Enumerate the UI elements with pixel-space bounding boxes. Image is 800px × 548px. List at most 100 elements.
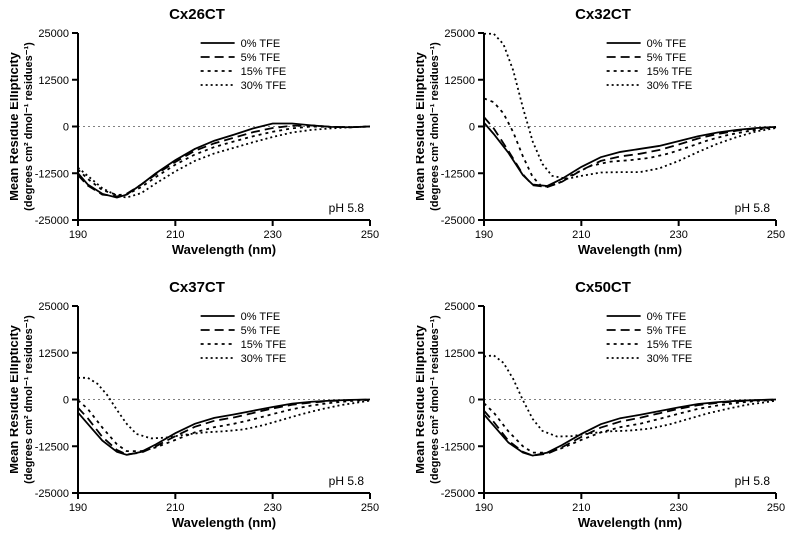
legend-label: 0% TFE <box>241 38 281 50</box>
legend-label: 0% TFE <box>647 311 687 323</box>
x-tick-label: 250 <box>767 229 785 241</box>
x-tick-label: 210 <box>572 229 590 241</box>
chart-panel: Cx32CT -25000 -12500 0 12500 25000 190 210 230 25… <box>416 6 790 265</box>
x-tick-label: 190 <box>475 229 493 241</box>
legend-label: 15% TFE <box>241 66 287 78</box>
y-tick-label: 12500 <box>444 75 475 87</box>
y-tick-label: -12500 <box>35 441 69 453</box>
y-tick-label: 12500 <box>38 75 69 87</box>
legend-label: 5% TFE <box>647 52 687 64</box>
ph-annotation: pH 5.8 <box>329 201 365 215</box>
series-line <box>484 355 776 436</box>
y-tick-label: -12500 <box>441 168 475 180</box>
series-line <box>78 378 370 439</box>
svg-text:Mean Residue Ellipticity: Mean Residue Ellipticity <box>416 324 427 474</box>
svg-text:Mean Residue Ellipticity: Mean Residue Ellipticity <box>416 51 427 201</box>
x-tick-label: 230 <box>263 229 281 241</box>
y-tick-label: 12500 <box>444 348 475 360</box>
legend-label: 30% TFE <box>647 353 693 365</box>
legend-label: 0% TFE <box>647 38 687 50</box>
x-axis-label: Wavelength (nm) <box>172 515 276 530</box>
y-tick-label: 25000 <box>38 28 69 40</box>
series-line <box>484 400 776 456</box>
x-axis-label: Wavelength (nm) <box>578 515 682 530</box>
x-tick-label: 210 <box>166 229 184 241</box>
x-tick-label: 190 <box>475 502 493 514</box>
x-tick-label: 230 <box>669 502 687 514</box>
series-line <box>78 400 370 451</box>
legend: 0% TFE 5% TFE 15% TFE 30% TFE <box>607 311 693 365</box>
chart-svg: -25000 -12500 0 12500 25000 190 210 230 250 Wavel… <box>416 300 786 535</box>
chart-svg: -25000 -12500 0 12500 25000 190 210 230 250 Wavel… <box>10 300 380 535</box>
legend-label: 15% TFE <box>647 339 693 351</box>
y-tick-label: 0 <box>63 122 69 134</box>
series-line <box>78 124 370 198</box>
y-tick-label: 0 <box>469 395 475 407</box>
x-tick-label: 250 <box>361 229 379 241</box>
x-tick-label: 250 <box>767 502 785 514</box>
series-line <box>484 400 776 456</box>
y-axis-label: Mean Residue Ellipticity(degrees cm² dmo… <box>416 315 441 484</box>
svg-text:Mean Residue Ellipticity: Mean Residue Ellipticity <box>10 51 21 201</box>
x-tick-label: 210 <box>166 502 184 514</box>
series-line <box>78 400 370 455</box>
legend-label: 15% TFE <box>647 66 693 78</box>
svg-text:(degrees cm² dmol⁻¹ residues⁻¹: (degrees cm² dmol⁻¹ residues⁻¹) <box>23 42 35 211</box>
y-tick-label: 25000 <box>444 28 475 40</box>
legend: 0% TFE 5% TFE 15% TFE 30% TFE <box>201 38 287 92</box>
legend-label: 5% TFE <box>647 325 687 337</box>
series-line <box>484 400 776 453</box>
x-axis-label: Wavelength (nm) <box>172 242 276 257</box>
chart-panel: Cx37CT -25000 -12500 0 12500 25000 190 210 230 25… <box>10 279 384 538</box>
legend-label: 30% TFE <box>647 80 693 92</box>
x-tick-label: 190 <box>69 229 87 241</box>
panel-title: Cx50CT <box>416 279 790 296</box>
panel-title: Cx32CT <box>416 6 790 23</box>
y-tick-label: 12500 <box>38 348 69 360</box>
y-tick-label: -12500 <box>35 168 69 180</box>
y-tick-label: -25000 <box>441 488 475 500</box>
legend: 0% TFE 5% TFE 15% TFE 30% TFE <box>607 38 693 92</box>
legend: 0% TFE 5% TFE 15% TFE 30% TFE <box>201 311 287 365</box>
chart-panel: Cx26CT -25000 -12500 0 12500 25000 190 210 230 25… <box>10 6 384 265</box>
y-tick-label: 0 <box>63 395 69 407</box>
legend-label: 0% TFE <box>241 311 281 323</box>
y-tick-label: 0 <box>469 122 475 134</box>
x-tick-label: 210 <box>572 502 590 514</box>
y-tick-label: 25000 <box>38 301 69 313</box>
panel-title: Cx26CT <box>10 6 384 23</box>
x-tick-label: 250 <box>361 502 379 514</box>
y-axis-label: Mean Residue Ellipticity(degrees cm² dmo… <box>10 42 35 211</box>
y-axis-label: Mean Residue Ellipticity(degrees cm² dmo… <box>10 315 35 484</box>
x-tick-label: 190 <box>69 502 87 514</box>
chart-panel: Cx50CT -25000 -12500 0 12500 25000 190 210 230 25… <box>416 279 790 538</box>
chart-svg: -25000 -12500 0 12500 25000 190 210 230 250 Wavel… <box>416 27 786 262</box>
ph-annotation: pH 5.8 <box>735 201 771 215</box>
y-tick-label: -25000 <box>441 215 475 227</box>
series-line <box>484 34 776 179</box>
series-line <box>484 98 776 187</box>
y-tick-label: -25000 <box>35 215 69 227</box>
legend-label: 15% TFE <box>241 339 287 351</box>
y-tick-label: 25000 <box>444 301 475 313</box>
chart-svg: -25000 -12500 0 12500 25000 190 210 230 250 Wavel… <box>10 27 380 262</box>
legend-label: 5% TFE <box>241 52 281 64</box>
series-line <box>78 127 370 195</box>
ph-annotation: pH 5.8 <box>329 474 365 488</box>
svg-text:(degrees cm² dmol⁻¹ residues⁻¹: (degrees cm² dmol⁻¹ residues⁻¹) <box>429 315 441 484</box>
x-tick-label: 230 <box>263 502 281 514</box>
x-tick-label: 230 <box>669 229 687 241</box>
svg-text:(degrees cm² dmol⁻¹ residues⁻¹: (degrees cm² dmol⁻¹ residues⁻¹) <box>429 42 441 211</box>
legend-label: 30% TFE <box>241 80 287 92</box>
svg-text:(degrees cm² dmol⁻¹ residues⁻¹: (degrees cm² dmol⁻¹ residues⁻¹) <box>23 315 35 484</box>
legend-label: 5% TFE <box>241 325 281 337</box>
ph-annotation: pH 5.8 <box>735 474 771 488</box>
series-line <box>78 400 370 455</box>
y-axis-label: Mean Residue Ellipticity(degrees cm² dmo… <box>416 42 441 211</box>
x-axis-label: Wavelength (nm) <box>578 242 682 257</box>
y-tick-label: -12500 <box>441 441 475 453</box>
panel-title: Cx37CT <box>10 279 384 296</box>
legend-label: 30% TFE <box>241 353 287 365</box>
y-tick-label: -25000 <box>35 488 69 500</box>
series-line <box>78 125 370 196</box>
